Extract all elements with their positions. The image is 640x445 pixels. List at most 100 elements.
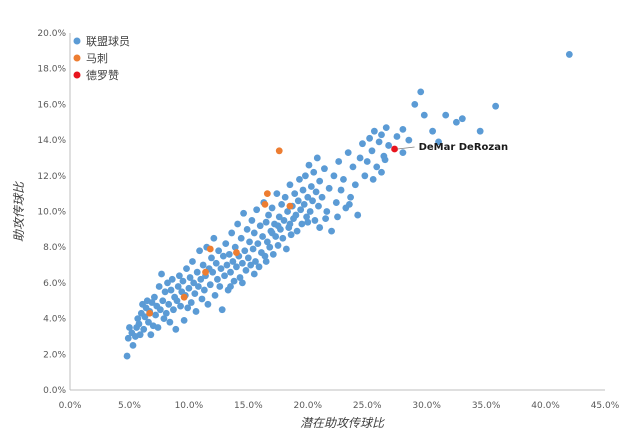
data-point-league bbox=[266, 243, 274, 251]
data-point-league bbox=[306, 208, 314, 215]
y-tick-label: 10.0% bbox=[37, 208, 66, 218]
data-point-league bbox=[399, 149, 407, 156]
data-point-league bbox=[278, 200, 286, 208]
data-point-league bbox=[325, 184, 333, 192]
data-point-league bbox=[135, 320, 143, 328]
data-point-league bbox=[211, 291, 219, 299]
data-point-league bbox=[155, 283, 163, 290]
y-tick-label: 6.0% bbox=[43, 279, 66, 289]
data-point-league bbox=[229, 258, 237, 265]
data-point-league bbox=[228, 229, 236, 237]
data-point-league bbox=[344, 149, 352, 156]
data-point-heat bbox=[275, 147, 283, 155]
data-point-league bbox=[378, 131, 385, 139]
data-point-league bbox=[162, 309, 170, 317]
data-point-league bbox=[280, 217, 288, 224]
data-point-league bbox=[368, 147, 376, 155]
data-point-league bbox=[318, 193, 326, 201]
legend: 联盟球员 马刺 德罗赞 bbox=[73, 34, 130, 82]
data-point-league bbox=[204, 300, 212, 308]
data-point-league bbox=[312, 188, 320, 196]
data-point-league bbox=[263, 238, 271, 246]
data-point-league bbox=[190, 279, 198, 287]
data-point-league bbox=[160, 315, 168, 322]
data-point-league bbox=[269, 250, 277, 258]
data-point-league bbox=[192, 308, 200, 315]
data-point-league bbox=[242, 267, 250, 274]
data-point-heat bbox=[202, 268, 209, 276]
data-point-league bbox=[279, 234, 287, 242]
data-point-league bbox=[323, 208, 331, 215]
data-point-league bbox=[375, 138, 383, 146]
data-point-league bbox=[361, 172, 369, 180]
annotation-leader-line bbox=[397, 146, 415, 150]
data-point-league bbox=[173, 297, 181, 305]
data-point-league bbox=[209, 268, 217, 276]
data-point-league bbox=[193, 268, 201, 276]
data-point-league bbox=[284, 208, 291, 215]
data-point-heat bbox=[263, 190, 271, 198]
data-point-league bbox=[565, 51, 573, 58]
data-point-league bbox=[273, 190, 281, 198]
data-point-league bbox=[345, 200, 353, 208]
data-point-league bbox=[184, 304, 192, 312]
data-point-heat bbox=[146, 309, 154, 317]
data-point-league bbox=[297, 206, 305, 214]
data-point-league bbox=[262, 258, 270, 265]
data-point-league bbox=[189, 258, 196, 265]
data-point-league bbox=[191, 290, 199, 298]
x-tick-label: 15.0% bbox=[234, 401, 263, 411]
data-point-league bbox=[238, 279, 246, 287]
data-point-league bbox=[231, 243, 239, 251]
data-point-league bbox=[303, 213, 310, 221]
data-point-league bbox=[330, 172, 338, 180]
data-point-league bbox=[161, 288, 169, 296]
annotation: DeMar DeRozan bbox=[397, 142, 508, 153]
data-point-league bbox=[252, 258, 259, 265]
data-point-league bbox=[304, 218, 312, 226]
data-point-league bbox=[159, 297, 167, 305]
data-point-league bbox=[340, 175, 347, 183]
data-point-league bbox=[126, 324, 133, 331]
y-tick-label: 2.0% bbox=[43, 350, 66, 360]
data-point-league bbox=[174, 283, 182, 290]
data-point-league bbox=[458, 115, 466, 123]
data-point-league bbox=[172, 325, 180, 333]
data-point-league bbox=[363, 158, 371, 165]
y-tick-label: 4.0% bbox=[43, 315, 66, 325]
x-tick-label: 10.0% bbox=[175, 401, 204, 411]
data-point-league bbox=[180, 316, 188, 324]
data-point-league bbox=[123, 352, 131, 360]
data-point-league bbox=[177, 302, 184, 310]
data-point-heat bbox=[233, 249, 240, 256]
data-point-league bbox=[199, 261, 207, 269]
data-point-league bbox=[370, 127, 378, 135]
data-point-league bbox=[321, 165, 328, 173]
data-point-league bbox=[208, 254, 215, 262]
data-point-league bbox=[195, 283, 202, 290]
data-point-league bbox=[354, 211, 362, 219]
data-point-league bbox=[185, 284, 193, 292]
data-point-league bbox=[298, 220, 306, 228]
data-point-league bbox=[366, 134, 373, 142]
data-point-league bbox=[268, 229, 276, 237]
data-point-league bbox=[322, 215, 330, 223]
data-point-league bbox=[230, 277, 238, 285]
data-point-league bbox=[328, 227, 335, 235]
x-tick-label: 30.0% bbox=[412, 401, 441, 411]
data-point-league bbox=[141, 313, 149, 321]
data-point-league bbox=[210, 234, 218, 242]
data-point-league bbox=[152, 311, 160, 319]
data-point-league bbox=[221, 272, 228, 280]
data-point-league bbox=[356, 154, 364, 162]
data-points bbox=[123, 51, 573, 360]
data-point-league bbox=[250, 229, 258, 237]
data-point-league bbox=[332, 199, 340, 206]
x-tick-label: 35.0% bbox=[472, 401, 501, 411]
data-point-league bbox=[378, 168, 385, 176]
data-point-league bbox=[281, 193, 289, 201]
y-tick-label: 8.0% bbox=[43, 243, 66, 253]
data-point-league bbox=[307, 183, 315, 190]
data-point-league bbox=[304, 193, 312, 201]
data-point-league bbox=[265, 211, 272, 219]
